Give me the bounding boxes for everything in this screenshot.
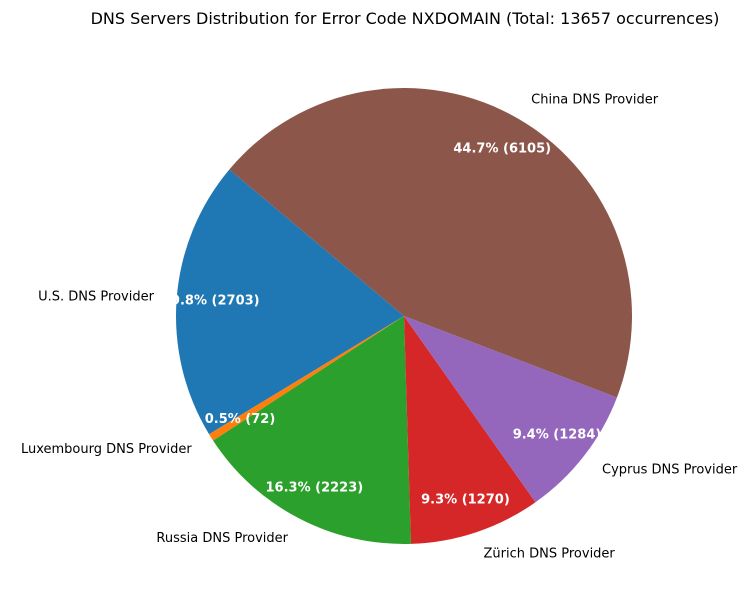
slice-label-luxembourg-dns-provider: Luxembourg DNS Provider (21, 442, 192, 457)
percent-label-china-dns-provider: 44.7% (6105) (453, 141, 551, 156)
pie-slice-russia-dns-provider (213, 316, 411, 544)
pie-slice-luxembourg-dns-provider (209, 316, 404, 441)
pie-slices (175, 88, 632, 544)
percent-label-u-s-dns-provider: 19.8% (2703) (162, 294, 260, 309)
percent-label-zurich-dns-provider: 9.3% (1270) (421, 492, 510, 507)
percent-label-russia-dns-provider: 16.3% (2223) (266, 480, 364, 495)
pie-slice-u-s-dns-provider (175, 169, 404, 435)
percent-label-cyprus-dns-provider: 9.4% (1284) (513, 427, 602, 442)
chart-title: DNS Servers Distribution for Error Code … (91, 9, 720, 28)
slice-label-zurich-dns-provider: Zürich DNS Provider (484, 546, 616, 561)
slice-label-russia-dns-provider: Russia DNS Provider (156, 531, 288, 546)
slice-labels: U.S. DNS Provider Luxembourg DNS Provider… (21, 92, 738, 561)
slice-label-u-s-dns-provider: U.S. DNS Provider (38, 289, 154, 304)
slice-label-cyprus-dns-provider: Cyprus DNS Provider (602, 462, 738, 477)
percent-labels: 19.8% (2703) 0.5% (72) 16.3% (2223) 9.3% (1… (162, 141, 601, 507)
pie-slice-zurich-dns-provider (404, 316, 536, 544)
pie-slice-cyprus-dns-provider (404, 316, 617, 503)
percent-label-luxembourg-dns-provider: 0.5% (72) (205, 412, 276, 427)
pie-slice-china-dns-provider (229, 88, 632, 398)
slice-label-china-dns-provider: China DNS Provider (531, 92, 659, 107)
